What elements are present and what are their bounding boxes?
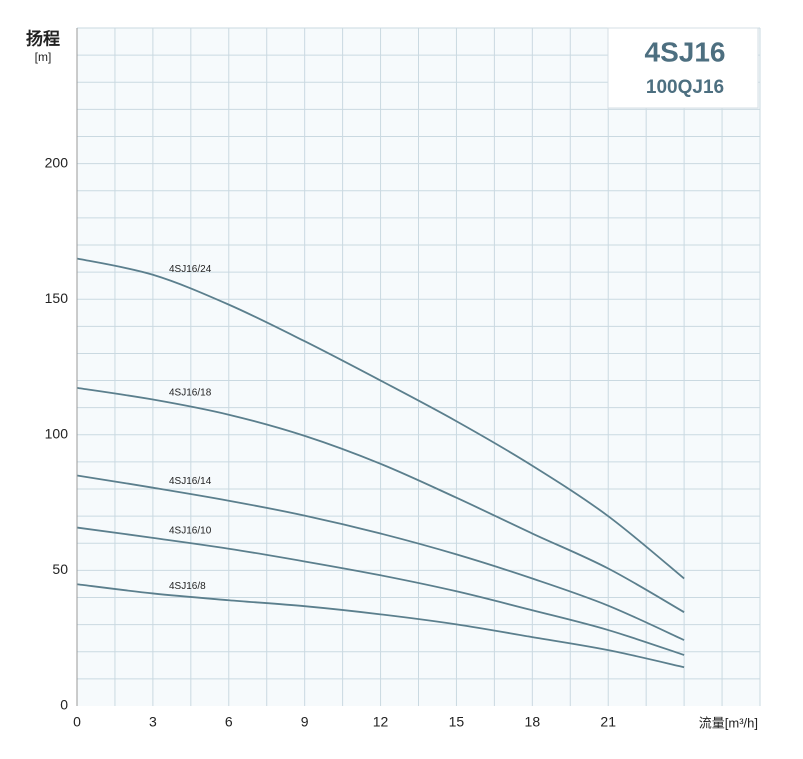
- x-tick-label: 18: [525, 714, 541, 730]
- curve-label: 4SJ16/8: [169, 581, 206, 592]
- curve-label: 4SJ16/18: [169, 388, 212, 399]
- curve: [76, 386, 685, 613]
- curves: [76, 257, 685, 669]
- y-tick-label: 200: [45, 154, 69, 170]
- x-tick-label: 9: [301, 714, 309, 730]
- badge-subtitle: 100QJ16: [646, 77, 724, 98]
- x-tick-label: 12: [373, 714, 389, 730]
- x-tick-label: 0: [73, 714, 81, 730]
- curve: [76, 474, 685, 641]
- x-tick-label: 6: [225, 714, 233, 730]
- x-tick-label: 3: [149, 714, 157, 730]
- badge-box: [607, 27, 759, 109]
- curve-label: 4SJ16/10: [169, 526, 212, 537]
- curve: [76, 257, 685, 580]
- grid: [77, 27, 761, 706]
- y-tick-label: 0: [60, 697, 68, 713]
- y-axis-unit: [m]: [35, 50, 52, 64]
- badge-title: 4SJ16: [645, 36, 726, 67]
- x-tick-label: 15: [449, 714, 465, 730]
- y-tick-label: 50: [52, 561, 68, 577]
- y-tick-label: 150: [45, 290, 69, 306]
- y-axis-label: 扬程: [26, 28, 60, 48]
- x-axis-label: 流量[m³/h]: [699, 715, 758, 730]
- x-tick-label: 21: [600, 714, 616, 730]
- curve-label: 4SJ16/24: [169, 264, 212, 275]
- y-tick-label: 100: [45, 426, 69, 442]
- curve: [76, 583, 685, 669]
- curve: [76, 526, 685, 656]
- curve-label: 4SJ16/14: [169, 476, 212, 487]
